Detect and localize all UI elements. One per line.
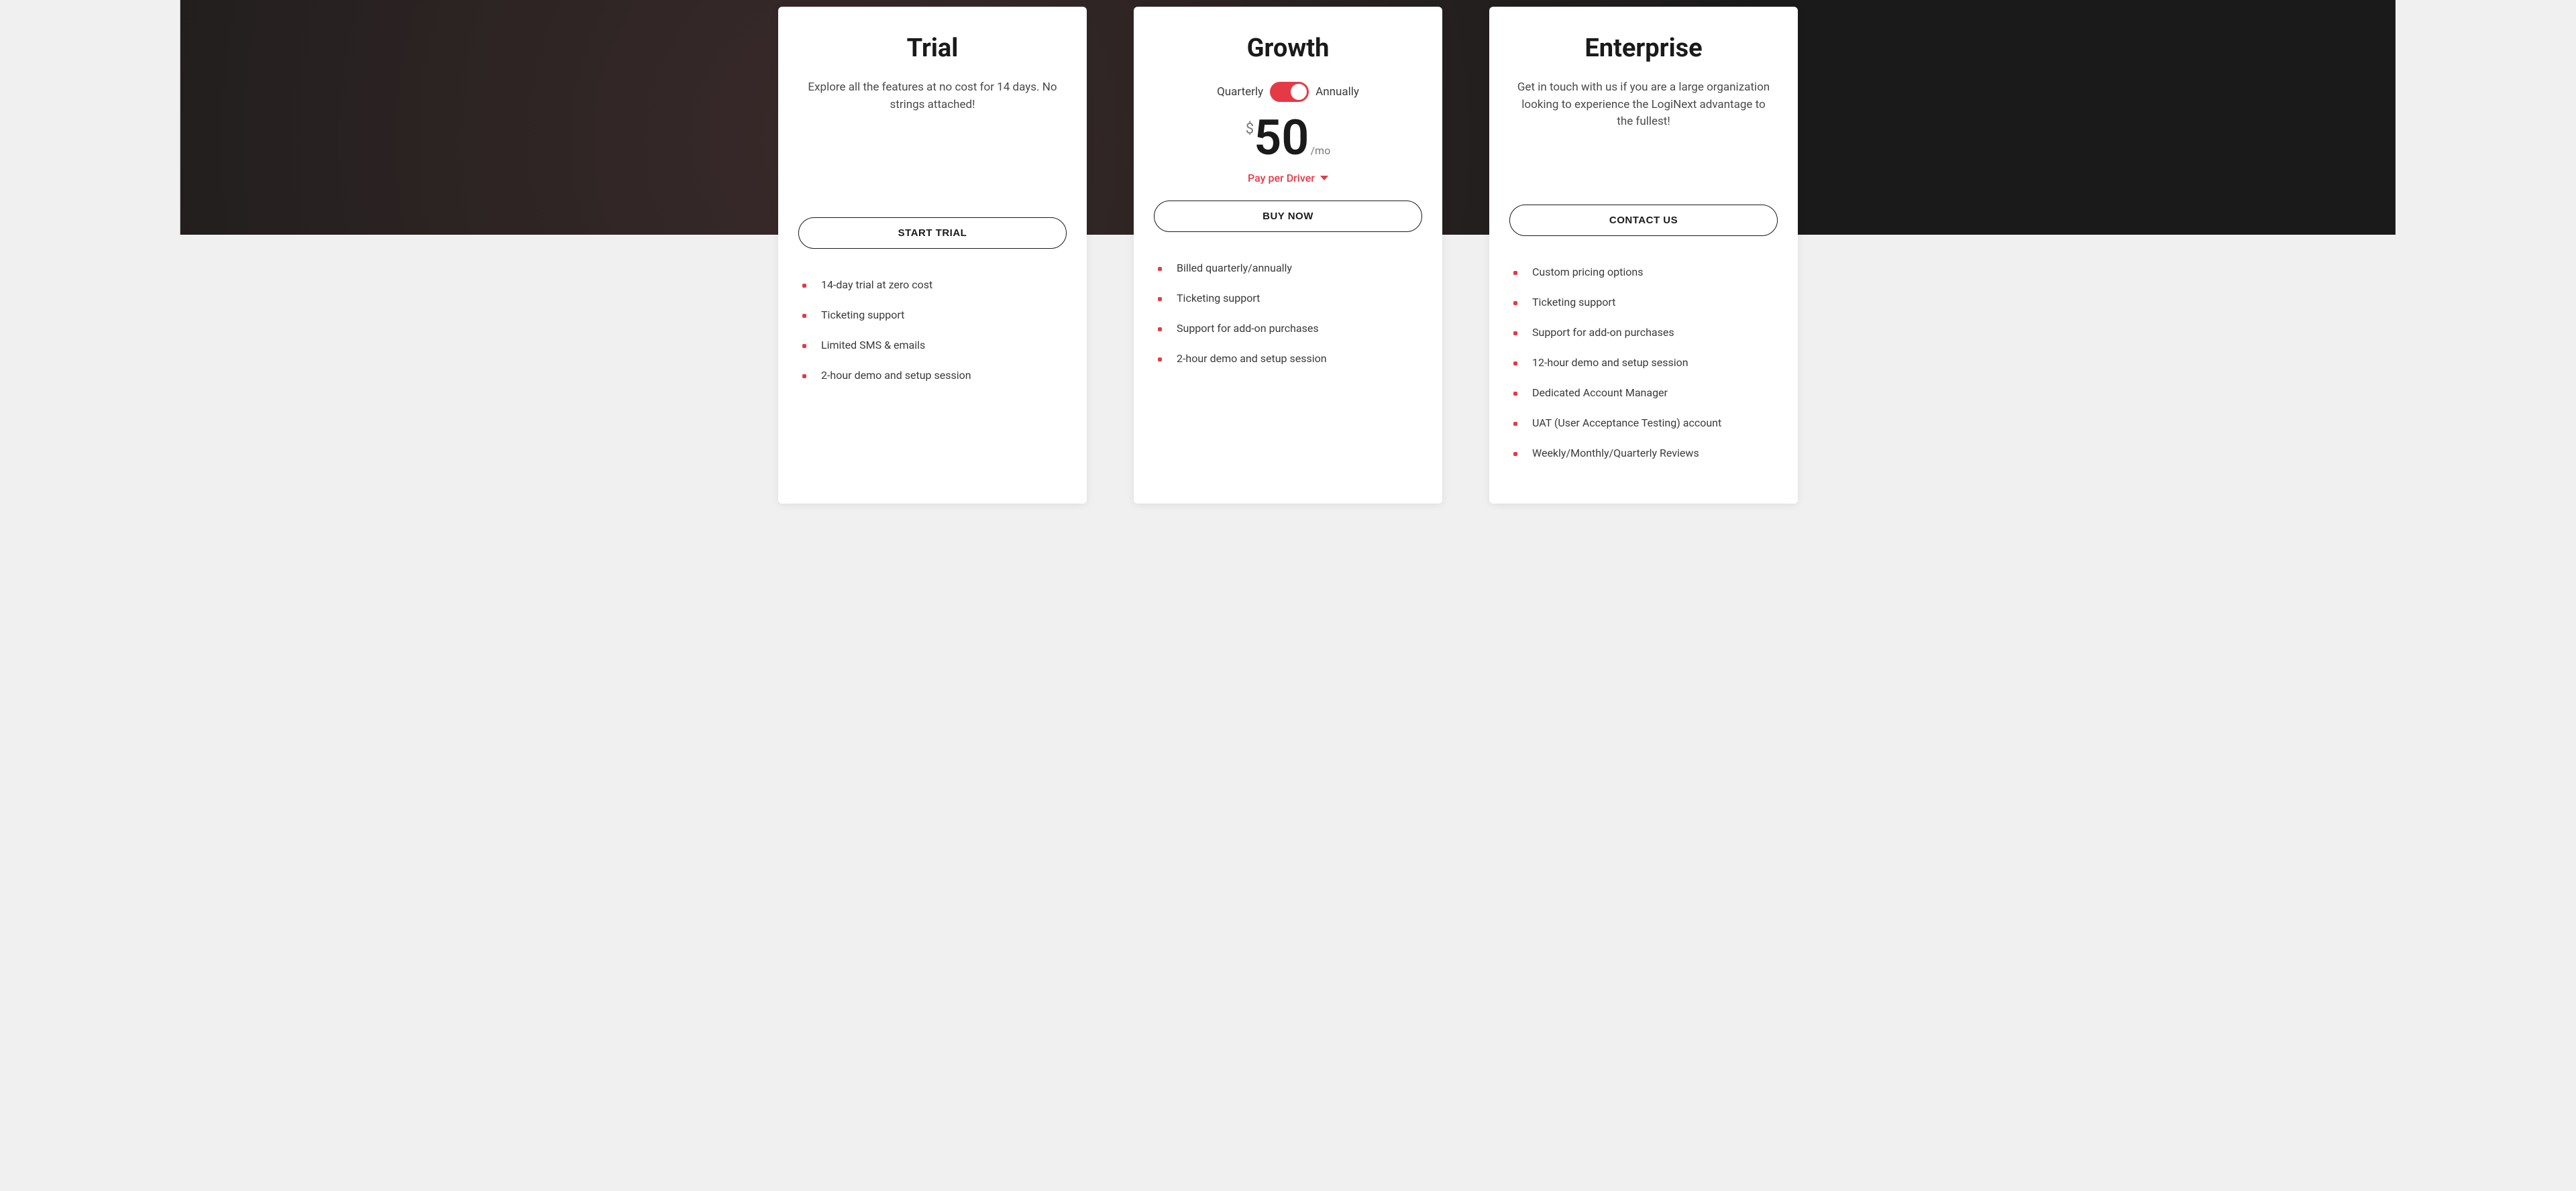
bullet-icon — [802, 284, 806, 288]
pay-per-label: Pay per Driver — [1248, 172, 1315, 184]
bullet-icon — [1513, 331, 1517, 335]
feature-text: Weekly/Monthly/Quarterly Reviews — [1532, 447, 1699, 459]
bullet-icon — [1513, 392, 1517, 396]
bullet-icon — [1158, 327, 1162, 331]
pay-per-dropdown[interactable]: Pay per Driver — [1154, 172, 1422, 184]
plan-title: Trial — [798, 34, 1067, 63]
feature-text: Billed quarterly/annually — [1177, 262, 1292, 274]
bullet-icon — [1513, 361, 1517, 365]
start-trial-button[interactable]: START TRIAL — [798, 217, 1067, 249]
price-currency: $ — [1246, 121, 1254, 137]
bullet-icon — [1513, 271, 1517, 275]
feature-item: 12-hour demo and setup session — [1513, 356, 1774, 369]
bullet-icon — [1158, 357, 1162, 361]
feature-text: Dedicated Account Manager — [1532, 386, 1668, 399]
plan-description: Get in touch with us if you are a large … — [1509, 79, 1778, 131]
feature-text: Custom pricing options — [1532, 266, 1644, 278]
plan-title: Growth — [1154, 34, 1422, 63]
price-block: $50/mo — [1154, 114, 1422, 162]
feature-item: 2-hour demo and setup session — [1158, 352, 1418, 365]
bullet-icon — [802, 314, 806, 318]
feature-item: Ticketing support — [1513, 296, 1774, 308]
feature-text: Ticketing support — [1532, 296, 1615, 308]
feature-item: Weekly/Monthly/Quarterly Reviews — [1513, 447, 1774, 459]
feature-text: 2-hour demo and setup session — [821, 369, 971, 382]
toggle-knob — [1291, 84, 1307, 100]
feature-text: Support for add-on purchases — [1177, 322, 1319, 335]
feature-list: Custom pricing options Ticketing support… — [1509, 266, 1778, 477]
billing-toggle[interactable] — [1270, 82, 1309, 102]
feature-item: 14-day trial at zero cost — [802, 278, 1063, 291]
pricing-card-growth: Growth Quarterly Annually $50/mo Pay per… — [1134, 7, 1442, 504]
toggle-label-quarterly[interactable]: Quarterly — [1217, 85, 1263, 99]
plan-title: Enterprise — [1509, 34, 1778, 63]
pricing-container: Trial Explore all the features at no cos… — [765, 0, 1811, 530]
bullet-icon — [1513, 301, 1517, 305]
spacer — [798, 113, 1067, 211]
price-amount: 50 — [1254, 109, 1309, 166]
feature-text: Support for add-on purchases — [1532, 326, 1674, 339]
feature-item: Ticketing support — [1158, 292, 1418, 304]
feature-item: Custom pricing options — [1513, 266, 1774, 278]
billing-toggle-row: Quarterly Annually — [1154, 82, 1422, 102]
caret-down-icon — [1320, 176, 1328, 180]
feature-list: 14-day trial at zero cost Ticketing supp… — [798, 278, 1067, 399]
pricing-card-trial: Trial Explore all the features at no cos… — [778, 7, 1087, 504]
bullet-icon — [1158, 297, 1162, 301]
buy-now-button[interactable]: BUY NOW — [1154, 201, 1422, 232]
feature-item: Limited SMS & emails — [802, 339, 1063, 351]
bullet-icon — [1158, 267, 1162, 271]
feature-item: Support for add-on purchases — [1158, 322, 1418, 335]
feature-text: Ticketing support — [1177, 292, 1260, 304]
pricing-card-enterprise: Enterprise Get in touch with us if you a… — [1489, 7, 1798, 504]
feature-item: Ticketing support — [802, 308, 1063, 321]
feature-item: UAT (User Acceptance Testing) account — [1513, 416, 1774, 429]
plan-description: Explore all the features at no cost for … — [798, 79, 1067, 113]
feature-item: 2-hour demo and setup session — [802, 369, 1063, 382]
feature-text: 12-hour demo and setup session — [1532, 356, 1688, 369]
feature-text: UAT (User Acceptance Testing) account — [1532, 416, 1721, 429]
bullet-icon — [1513, 452, 1517, 456]
feature-item: Dedicated Account Manager — [1513, 386, 1774, 399]
price-period: /mo — [1310, 144, 1330, 157]
bullet-icon — [1513, 422, 1517, 426]
feature-text: 14-day trial at zero cost — [821, 278, 932, 291]
feature-list: Billed quarterly/annually Ticketing supp… — [1154, 262, 1422, 382]
feature-text: 2-hour demo and setup session — [1177, 352, 1327, 365]
spacer — [1509, 131, 1778, 198]
contact-us-button[interactable]: CONTACT US — [1509, 205, 1778, 236]
feature-text: Limited SMS & emails — [821, 339, 925, 351]
toggle-label-annually[interactable]: Annually — [1316, 85, 1359, 99]
feature-item: Billed quarterly/annually — [1158, 262, 1418, 274]
feature-item: Support for add-on purchases — [1513, 326, 1774, 339]
bullet-icon — [802, 344, 806, 348]
feature-text: Ticketing support — [821, 308, 904, 321]
bullet-icon — [802, 374, 806, 378]
